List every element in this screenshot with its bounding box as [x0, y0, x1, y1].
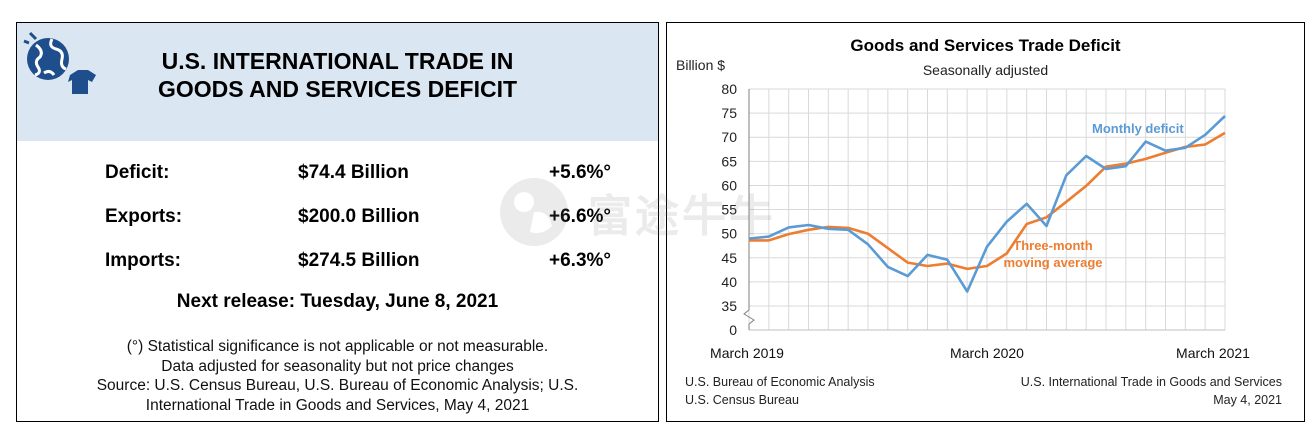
y-tick-label: 80: [721, 81, 737, 97]
stat-value: $274.5 Billion: [298, 250, 420, 271]
stat-change: +6.3%°: [549, 250, 612, 271]
series-line: [748, 115, 1226, 293]
next-release-date: Next release: Tuesday, June 8, 2021: [176, 291, 499, 312]
footnotes: (°) Statistical significance is not appl…: [17, 337, 658, 415]
source-line: U.S. Bureau of Economic Analysis: [685, 375, 875, 389]
stat-change: +5.6%°: [549, 162, 612, 183]
globe-shirt-icon: [23, 31, 96, 94]
y-axis-break: [743, 309, 755, 325]
y-tick-label: 55: [721, 202, 737, 218]
y-tick-label: 50: [721, 226, 737, 242]
y-tick-label: 65: [721, 153, 737, 169]
y-axis-label: Billion $: [676, 57, 726, 73]
summary-header: U.S. INTERNATIONAL TRADE IN GOODS AND SE…: [17, 23, 658, 141]
footnote-line: International Trade in Goods and Service…: [145, 396, 530, 414]
chart-panel: 0 35 40 45 50 55 60 65 70 75 80 March 2019 March 202…: [666, 22, 1305, 422]
summary-panel: U.S. INTERNATIONAL TRADE IN GOODS AND SE…: [16, 22, 659, 422]
x-tick-label: March 2020: [950, 345, 1024, 361]
page-title: U.S. INTERNATIONAL TRADE IN GOODS AND SE…: [157, 48, 518, 102]
stat-value: $200.0 Billion: [298, 206, 420, 227]
y-tick-label: 35: [721, 298, 737, 314]
series-label-moving-average: Three-month moving average: [1004, 238, 1103, 270]
stat-row-exports: Exports: $200.0 Billion +6.6%°: [17, 206, 658, 232]
x-tick-label: March 2019: [710, 345, 784, 361]
y-tick-label: 70: [721, 129, 737, 145]
stat-row-deficit: Deficit: $74.4 Billion +5.6%°: [17, 162, 658, 188]
footnote-line: Source: U.S. Census Bureau, U.S. Bureau …: [96, 377, 579, 394]
chart-title: Goods and Services Trade Deficit: [850, 36, 1121, 55]
y-tick-label: 40: [721, 274, 737, 290]
stat-row-imports: Imports: $274.5 Billion +6.3%°: [17, 250, 658, 276]
chart-subtitle: Seasonally adjusted: [922, 62, 1049, 78]
footnote-line: Data adjusted for seasonality but not pr…: [161, 357, 514, 375]
stat-label: Imports:: [105, 250, 181, 271]
stat-label: Deficit:: [105, 162, 170, 183]
stat-change: +6.6%°: [549, 206, 612, 227]
x-tick-label: March 2021: [1176, 345, 1250, 361]
series-label-line: moving average: [1004, 255, 1103, 270]
source-line: U.S. International Trade in Goods and Se…: [1020, 375, 1282, 389]
series-label-line: Three-month: [1013, 238, 1093, 253]
source-right: U.S. International Trade in Goods and Se…: [1021, 373, 1282, 409]
source-line: May 4, 2021: [1213, 393, 1282, 407]
y-tick-label: 45: [721, 250, 737, 266]
series-label-monthly: Monthly deficit: [1092, 121, 1184, 136]
trade-deficit-chart: 0 35 40 45 50 55 60 65 70 75 80 March 2019 March 202…: [710, 81, 1250, 361]
footnote-line: (°) Statistical significance is not appl…: [126, 338, 549, 355]
y-tick-label: 75: [721, 105, 737, 121]
y-tick-label: 0: [729, 322, 737, 338]
series-line: [749, 131, 1226, 271]
y-tick-label: 60: [721, 177, 737, 193]
stat-label: Exports:: [105, 206, 183, 227]
source-line: U.S. Census Bureau: [685, 393, 799, 407]
stat-value: $74.4 Billion: [298, 162, 409, 183]
source-left: U.S. Bureau of Economic Analysis U.S. Ce…: [685, 373, 875, 409]
